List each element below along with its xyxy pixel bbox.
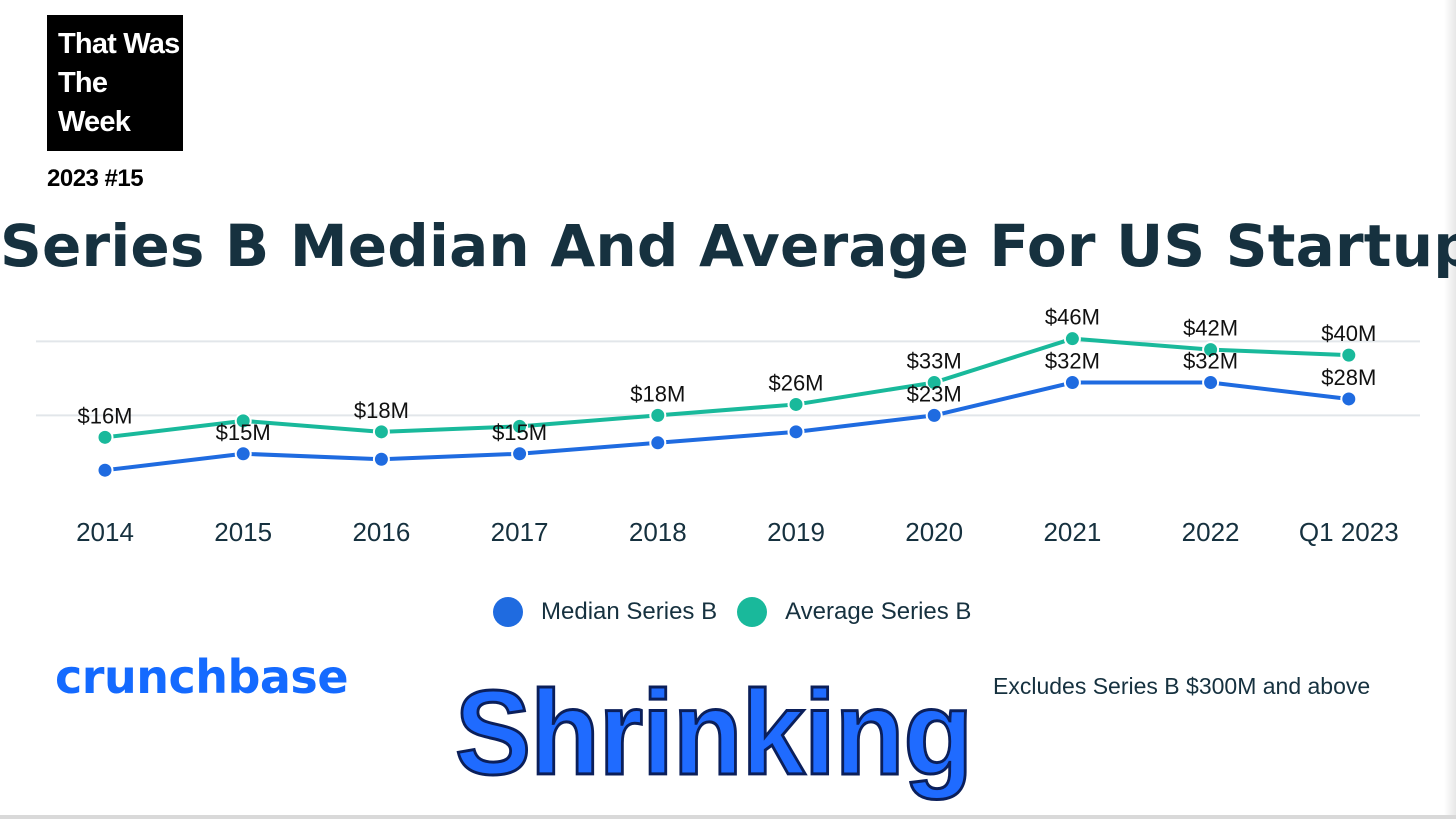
data-point-median-5 bbox=[787, 423, 805, 441]
chart-legend: Median Series B Average Series B bbox=[493, 592, 991, 632]
chart-data-points bbox=[96, 330, 1358, 479]
data-label-median-8: $32M bbox=[1183, 349, 1238, 374]
brand-line-2: The bbox=[58, 67, 108, 99]
data-label-average-5: $26M bbox=[768, 370, 823, 395]
brand-line-1: That Was bbox=[58, 28, 180, 60]
data-point-average-2 bbox=[372, 423, 390, 441]
data-label-average-9: $40M bbox=[1321, 321, 1376, 346]
x-tick-label-3: 2017 bbox=[491, 517, 549, 547]
data-point-average-1 bbox=[234, 412, 252, 430]
x-tick-label-5: 2019 bbox=[767, 517, 825, 547]
data-point-median-6 bbox=[925, 406, 943, 424]
data-point-median-7 bbox=[1063, 374, 1081, 392]
data-point-average-4 bbox=[649, 406, 667, 424]
chart-data-labels: $16M $18M $18M $26M $33M $46M $42M $40M $15M $15M… bbox=[77, 305, 1376, 445]
data-label-average-2: $18M bbox=[354, 398, 409, 423]
series-line-average bbox=[103, 336, 1351, 440]
data-point-median-1 bbox=[234, 445, 252, 463]
brand-line-3: Week bbox=[58, 106, 131, 138]
crunchbase-logo: crunchbase bbox=[55, 650, 349, 704]
data-label-average-7: $46M bbox=[1045, 305, 1100, 330]
data-point-median-8 bbox=[1202, 374, 1220, 392]
that-was-the-week-logo: That Was The Week bbox=[47, 15, 183, 151]
legend-label-median: Median Series B bbox=[541, 598, 718, 625]
data-label-average-6: $33M bbox=[907, 349, 962, 374]
legend-label-average: Average Series B bbox=[785, 598, 972, 625]
legend-item-median: Median Series B bbox=[493, 597, 717, 627]
data-label-average-8: $42M bbox=[1183, 316, 1238, 341]
data-label-average-4: $18M bbox=[630, 381, 685, 406]
data-point-median-9 bbox=[1340, 390, 1358, 408]
data-label-median-3: $15M bbox=[492, 420, 547, 445]
data-label-median-9: $28M bbox=[1321, 365, 1376, 390]
data-label-median-7: $32M bbox=[1045, 349, 1100, 374]
page-edge-shadow bbox=[1444, 0, 1456, 819]
data-point-median-2 bbox=[372, 450, 390, 468]
line-chart: $16M $18M $18M $26M $33M $46M $42M $40M $15M $15M… bbox=[36, 305, 1420, 547]
data-point-average-3 bbox=[511, 417, 529, 435]
data-label-median-1: $15M bbox=[216, 420, 271, 445]
data-point-median-3 bbox=[511, 445, 529, 463]
data-point-average-7 bbox=[1063, 330, 1081, 348]
x-tick-label-8: 2022 bbox=[1182, 517, 1240, 547]
data-point-average-6 bbox=[925, 374, 943, 392]
data-point-average-8 bbox=[1202, 341, 1220, 359]
chart-title: Series B Median And Average For US Start… bbox=[0, 212, 1456, 280]
data-point-median-4 bbox=[649, 434, 667, 452]
legend-item-average: Average Series B bbox=[737, 597, 971, 627]
exclusion-footnote: Excludes Series B $300M and above bbox=[993, 673, 1371, 699]
data-point-median-0 bbox=[96, 461, 114, 479]
headline-shrinking: Shrinking bbox=[454, 666, 975, 800]
data-point-average-9 bbox=[1340, 346, 1358, 364]
page-bottom-border bbox=[0, 815, 1456, 819]
series-line-median bbox=[103, 380, 1351, 473]
x-tick-label-0: 2014 bbox=[76, 517, 134, 547]
data-point-average-5 bbox=[787, 395, 805, 413]
chart-gridlines bbox=[36, 340, 1420, 417]
chart-series-lines bbox=[103, 336, 1351, 473]
x-tick-label-9: Q1 2023 bbox=[1299, 517, 1399, 547]
data-label-median-6: $23M bbox=[907, 381, 962, 406]
legend-marker-median bbox=[493, 597, 523, 627]
x-tick-label-4: 2018 bbox=[629, 517, 687, 547]
legend-marker-average bbox=[737, 597, 768, 627]
data-label-average-0: $16M bbox=[77, 403, 132, 428]
issue-number: 2023 #15 bbox=[47, 165, 144, 192]
chart-x-axis-ticks: 2014 2015 2016 2017 2018 2019 2020 2021 2022 Q1 2… bbox=[76, 517, 1399, 547]
x-tick-label-7: 2021 bbox=[1043, 517, 1101, 547]
x-tick-label-1: 2015 bbox=[214, 517, 272, 547]
data-point-average-0 bbox=[96, 428, 114, 446]
x-tick-label-2: 2016 bbox=[352, 517, 410, 547]
x-tick-label-6: 2020 bbox=[905, 517, 963, 547]
